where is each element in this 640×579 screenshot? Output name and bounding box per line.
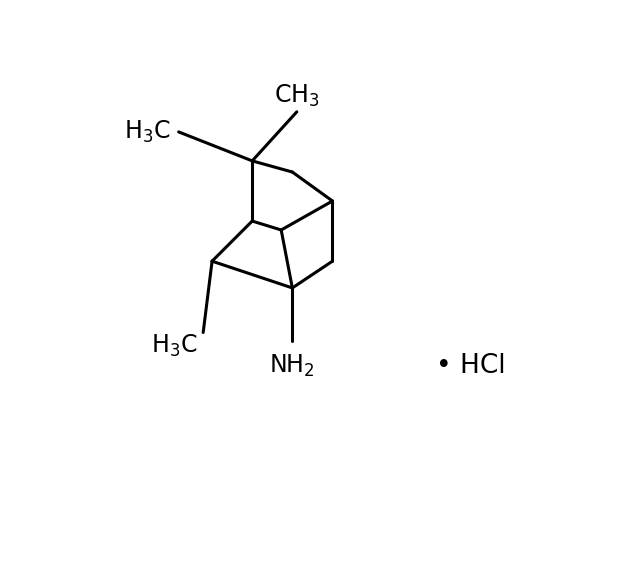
Text: H$_3$C: H$_3$C: [124, 119, 171, 145]
Text: CH$_3$: CH$_3$: [274, 83, 319, 109]
Text: NH$_2$: NH$_2$: [269, 353, 315, 379]
Text: H$_3$C: H$_3$C: [151, 333, 197, 359]
Text: • HCl: • HCl: [436, 353, 506, 379]
